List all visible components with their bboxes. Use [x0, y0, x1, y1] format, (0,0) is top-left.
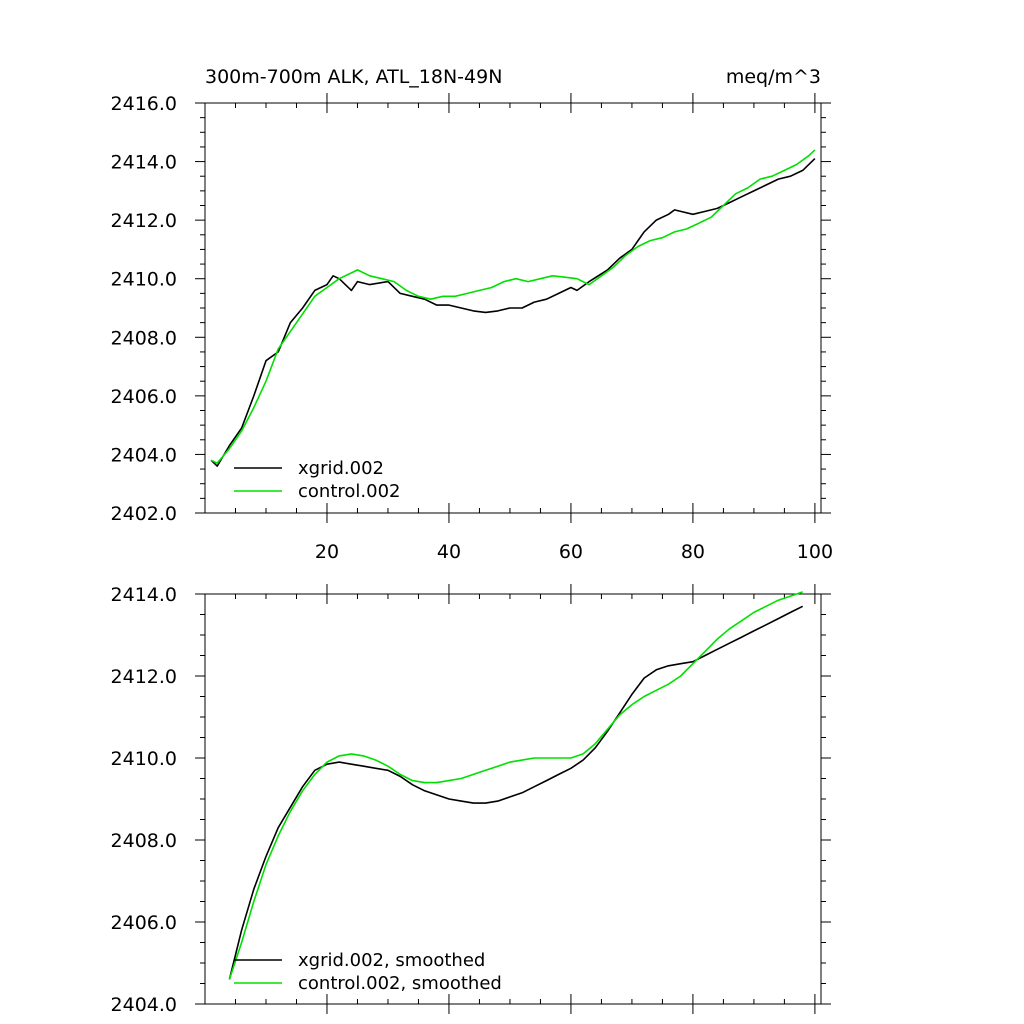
bottom-panel: 2404.0 2406.0 2408.0 2410.0 2412.0 2414.0 xgr… [111, 584, 831, 1016]
y-tick-label: 2414.0 [111, 584, 177, 606]
y-tick-label: 2416.0 [111, 93, 177, 115]
y-tick-label: 2408.0 [111, 830, 177, 852]
legend-label-xgrid-smoothed: xgrid.002, smoothed [298, 950, 485, 971]
x-tick-labels-top: 20 40 60 80 100 [315, 541, 833, 563]
legend-bottom: xgrid.002, smoothed control.002, smoothe… [234, 950, 502, 994]
units-label: meq/m^3 [726, 66, 821, 88]
legend-top: xgrid.002 control.002 [234, 458, 400, 502]
y-tick-label: 2402.0 [111, 503, 177, 525]
y-tick-labels-top: 2402.0 2404.0 2406.0 2408.0 2410.0 2412.0 2414… [111, 93, 177, 525]
y-tick-label: 2414.0 [111, 152, 177, 174]
y-tick-label: 2412.0 [111, 666, 177, 688]
legend-label-control-smoothed: control.002, smoothed [298, 973, 502, 994]
x-tick-label: 20 [315, 541, 339, 563]
y-tick-label: 2410.0 [111, 748, 177, 770]
x-tick-label: 60 [559, 541, 583, 563]
series-line-control-smoothed [228, 591, 803, 980]
y-tick-label: 2410.0 [111, 269, 177, 291]
x-tick-label: 40 [437, 541, 461, 563]
legend-label-control: control.002 [298, 481, 400, 502]
series-line-control [210, 149, 816, 465]
legend-label-xgrid: xgrid.002 [298, 458, 384, 479]
x-tick-label: 80 [681, 541, 705, 563]
y-tick-label: 2408.0 [111, 327, 177, 349]
y-tick-label: 2406.0 [111, 386, 177, 408]
y-tick-label: 2412.0 [111, 210, 177, 232]
series-group-bottom [228, 591, 804, 980]
series-group-top [210, 149, 816, 467]
series-line-xgrid-smoothed [228, 605, 804, 980]
tick-marks-top [195, 93, 831, 523]
tick-marks-bottom [195, 584, 831, 1014]
y-tick-labels-bottom: 2404.0 2406.0 2408.0 2410.0 2412.0 2414.0 [111, 584, 177, 1016]
y-tick-label: 2404.0 [111, 994, 177, 1016]
top-panel: 300m-700m ALK, ATL_18N-49N meq/m^3 2402.… [111, 66, 834, 563]
y-tick-label: 2406.0 [111, 912, 177, 934]
chart-title: 300m-700m ALK, ATL_18N-49N [205, 66, 502, 88]
y-tick-label: 2404.0 [111, 444, 177, 466]
x-tick-label: 100 [797, 541, 833, 563]
series-line-xgrid [210, 158, 816, 467]
